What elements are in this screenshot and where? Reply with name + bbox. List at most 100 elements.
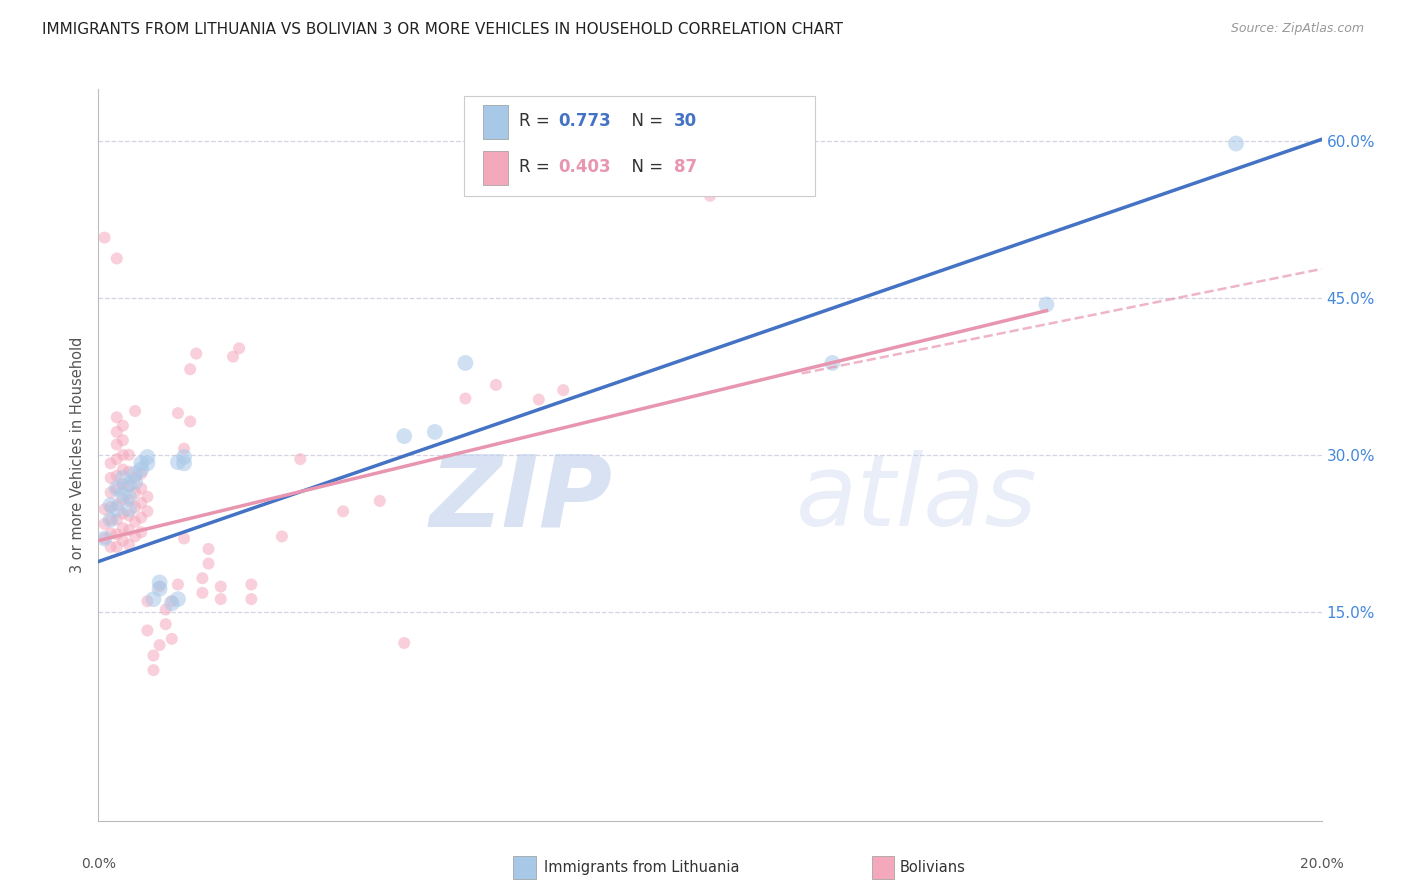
Text: atlas: atlas xyxy=(796,450,1038,548)
Point xyxy=(197,541,219,556)
Point xyxy=(392,636,416,650)
Point xyxy=(149,638,172,652)
Point xyxy=(160,632,183,646)
Point xyxy=(100,498,122,512)
Point xyxy=(111,477,134,491)
Point xyxy=(191,586,214,600)
Point xyxy=(186,346,208,360)
Point xyxy=(222,350,245,364)
Point xyxy=(105,498,128,512)
Point xyxy=(290,452,312,467)
Point xyxy=(167,455,190,469)
Text: 0.0%: 0.0% xyxy=(82,857,115,871)
Point xyxy=(111,491,134,506)
Point xyxy=(105,452,128,467)
Text: 0.403: 0.403 xyxy=(558,158,612,176)
Point xyxy=(105,502,128,516)
Point xyxy=(105,481,128,495)
Point xyxy=(142,648,165,663)
Point xyxy=(485,378,508,392)
Point xyxy=(136,504,159,518)
Point xyxy=(118,477,141,491)
Point xyxy=(118,479,141,493)
Point xyxy=(105,527,128,541)
Point xyxy=(129,496,152,510)
Point xyxy=(149,575,172,590)
Point xyxy=(100,500,122,515)
Point xyxy=(368,494,391,508)
Text: 87: 87 xyxy=(673,158,697,176)
Point xyxy=(129,467,152,481)
Point xyxy=(105,468,128,483)
Point xyxy=(160,596,183,610)
Point xyxy=(124,529,146,543)
Point xyxy=(129,462,152,476)
Point xyxy=(136,624,159,638)
Point xyxy=(167,592,190,607)
Point xyxy=(105,540,128,554)
Point xyxy=(111,533,134,548)
Point xyxy=(553,383,575,397)
Point xyxy=(118,494,141,508)
Point xyxy=(209,592,232,607)
Point xyxy=(100,471,122,485)
Point xyxy=(111,507,134,521)
Point xyxy=(105,252,128,266)
Point xyxy=(129,510,152,524)
Point xyxy=(136,456,159,470)
Text: IMMIGRANTS FROM LITHUANIA VS BOLIVIAN 3 OR MORE VEHICLES IN HOUSEHOLD CORRELATIO: IMMIGRANTS FROM LITHUANIA VS BOLIVIAN 3 … xyxy=(42,22,844,37)
Point xyxy=(228,342,250,356)
Point xyxy=(111,448,134,462)
Point xyxy=(179,362,201,376)
Point xyxy=(118,448,141,462)
Point xyxy=(118,523,141,537)
Text: R =: R = xyxy=(519,158,555,176)
Point xyxy=(1225,136,1247,151)
Point xyxy=(111,521,134,535)
Point xyxy=(93,502,115,516)
Point xyxy=(129,456,152,470)
Point xyxy=(111,471,134,485)
Point xyxy=(124,475,146,489)
Point xyxy=(105,437,128,451)
Point xyxy=(93,532,115,546)
Point xyxy=(124,485,146,500)
Point xyxy=(100,513,122,527)
Point xyxy=(105,513,128,527)
Point xyxy=(111,488,134,502)
Point xyxy=(454,392,477,406)
Point xyxy=(197,557,219,571)
Point xyxy=(167,406,190,420)
Point xyxy=(821,356,844,370)
Point xyxy=(240,577,263,591)
Point xyxy=(136,490,159,504)
Point xyxy=(332,504,354,518)
Text: Bolivians: Bolivians xyxy=(900,861,966,875)
Point xyxy=(191,571,214,585)
Text: Source: ZipAtlas.com: Source: ZipAtlas.com xyxy=(1230,22,1364,36)
Point xyxy=(173,450,195,464)
Point xyxy=(93,516,115,531)
Point xyxy=(105,481,128,495)
Point xyxy=(160,594,183,608)
Point xyxy=(118,490,141,504)
Point xyxy=(100,526,122,541)
Point xyxy=(124,404,146,418)
Point xyxy=(124,500,146,515)
Point xyxy=(111,462,134,476)
Point xyxy=(149,582,172,596)
Point xyxy=(392,429,416,443)
Text: N =: N = xyxy=(620,112,668,130)
Point xyxy=(423,425,446,439)
Text: Immigrants from Lithuania: Immigrants from Lithuania xyxy=(544,861,740,875)
Point xyxy=(173,456,195,470)
Point xyxy=(136,594,159,608)
Point xyxy=(173,532,195,546)
Point xyxy=(527,392,550,407)
Text: R =: R = xyxy=(519,112,555,130)
Point xyxy=(136,450,159,464)
Point xyxy=(142,592,165,607)
Point xyxy=(155,617,177,632)
Point xyxy=(100,540,122,554)
Point xyxy=(100,513,122,527)
